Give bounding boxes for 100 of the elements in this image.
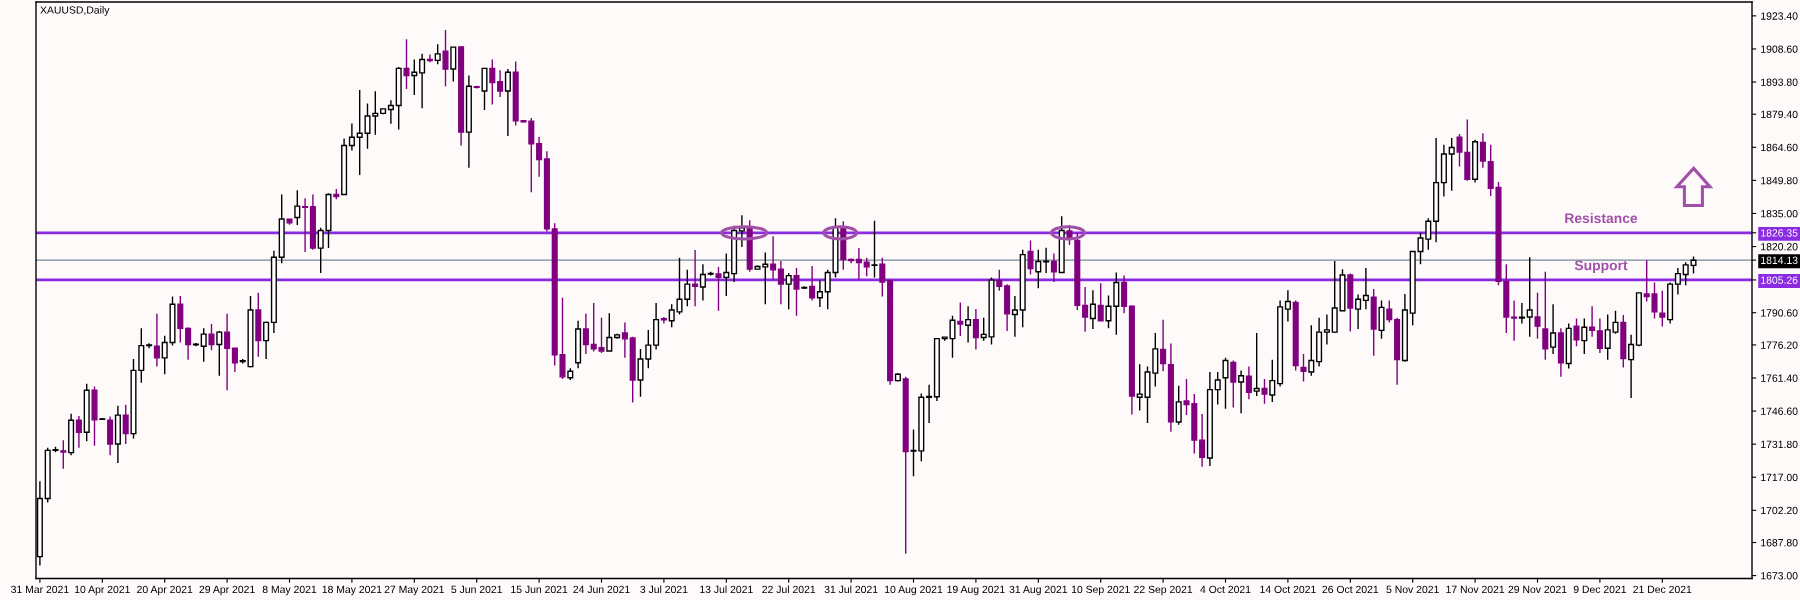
candlestick	[848, 257, 855, 265]
candlestick	[692, 249, 699, 307]
candlestick	[1253, 332, 1260, 397]
x-tick-label: 18 May 2021	[322, 585, 382, 596]
candlestick	[208, 323, 215, 351]
candlestick	[60, 439, 67, 470]
candlestick	[419, 53, 426, 109]
candlestick	[450, 46, 457, 83]
y-tick-label: 1776.20	[1761, 341, 1798, 349]
candlestick	[68, 413, 75, 457]
candlestick	[1542, 271, 1549, 361]
candlestick	[582, 313, 589, 355]
candlestick	[1082, 286, 1089, 333]
candlestick	[972, 308, 979, 351]
candlestick	[723, 252, 730, 297]
candlestick	[606, 312, 613, 352]
candlestick	[1667, 281, 1674, 325]
x-tick-label: 9 Dec 2021	[1573, 585, 1627, 594]
y-tick-label: 1731.80	[1761, 440, 1798, 449]
candlestick	[536, 136, 543, 178]
candlestick	[926, 383, 933, 424]
y-tick-label: 1814.13	[1761, 256, 1798, 264]
candlestick	[629, 336, 636, 404]
y-tick-label: 1923.40	[1761, 12, 1798, 20]
x-tick-label: 24 Jun 2021	[573, 585, 630, 594]
x-tick-label: 10 Apr 2021	[75, 585, 130, 596]
candlestick	[1378, 299, 1385, 340]
candlestick	[442, 29, 449, 87]
y-tick-label: 1746.60	[1761, 407, 1798, 415]
candlestick	[1573, 317, 1580, 347]
x-tick-label: 19 Aug 2021	[947, 585, 1005, 596]
candlestick	[793, 267, 800, 317]
candlestick	[707, 271, 714, 277]
candlestick	[863, 257, 870, 277]
y-tick-label: 1805.26	[1761, 276, 1798, 284]
candlestick	[1121, 274, 1128, 314]
y-tick-label: 1826.35	[1761, 229, 1798, 237]
candlestick	[1370, 288, 1377, 357]
x-tick-label: 29 Nov 2021	[1508, 585, 1567, 594]
ref-line-label: Support	[1574, 260, 1628, 273]
candlestick	[387, 99, 394, 125]
x-tick-label: 27 May 2021	[384, 585, 444, 596]
candlestick	[699, 263, 706, 302]
candlestick	[567, 367, 574, 381]
candlestick	[894, 372, 901, 383]
candlestick	[278, 193, 285, 265]
candlestick	[1511, 299, 1518, 342]
candlestick	[231, 346, 238, 373]
ref-line-label: Resistance	[1565, 212, 1638, 224]
candlestick	[1550, 303, 1557, 355]
candlestick	[871, 220, 878, 279]
candlestick	[395, 66, 402, 131]
candlestick	[122, 404, 129, 445]
candlestick	[1448, 137, 1455, 192]
candlestick	[458, 45, 465, 147]
candlestick	[902, 376, 909, 555]
candlestick	[1300, 353, 1307, 383]
candlestick	[575, 320, 582, 369]
candlestick	[1027, 239, 1034, 276]
candlestick	[715, 266, 722, 312]
candlestick	[1167, 342, 1174, 433]
candlestick	[286, 218, 293, 226]
x-tick-label: 21 Dec 2021	[1633, 585, 1692, 594]
candlestick	[543, 150, 550, 233]
candlestick	[263, 320, 270, 360]
candlestick	[1284, 289, 1291, 323]
x-tick-label: 8 May 2021	[262, 585, 317, 596]
candlestick	[809, 265, 816, 302]
candlestick	[185, 326, 192, 361]
candlestick	[1534, 292, 1541, 340]
candlestick	[1050, 252, 1057, 283]
candlestick	[465, 74, 472, 169]
candlestick	[801, 285, 808, 290]
candlestick	[1433, 137, 1440, 243]
y-tick-label: 1820.20	[1761, 243, 1798, 251]
candlestick	[621, 321, 628, 359]
candlestick	[504, 68, 511, 137]
candlestick	[1004, 283, 1011, 332]
x-tick-label: 5 Nov 2021	[1386, 585, 1439, 594]
candlestick	[1557, 327, 1564, 378]
y-tick-label: 1687.80	[1761, 539, 1798, 547]
candlestick	[426, 53, 433, 63]
candlestick	[1472, 139, 1479, 184]
candlestick	[1097, 282, 1104, 323]
x-tick-label: 15 Jun 2021	[511, 585, 568, 594]
candlestick	[341, 137, 348, 197]
candlestick	[777, 260, 784, 305]
candlestick	[1230, 359, 1237, 409]
candlestick	[255, 292, 262, 358]
candlestick	[1674, 267, 1681, 296]
candlestick	[1160, 318, 1167, 372]
candlestick	[75, 415, 82, 449]
candlestick	[1526, 256, 1533, 338]
candlestick	[1128, 304, 1135, 416]
candlestick	[348, 122, 355, 152]
y-tick-label: 1790.60	[1761, 309, 1798, 317]
candlestick	[1074, 231, 1081, 311]
y-tick-label: 1908.60	[1761, 45, 1798, 53]
candlestick	[1238, 369, 1245, 415]
candlestick	[1292, 299, 1299, 372]
